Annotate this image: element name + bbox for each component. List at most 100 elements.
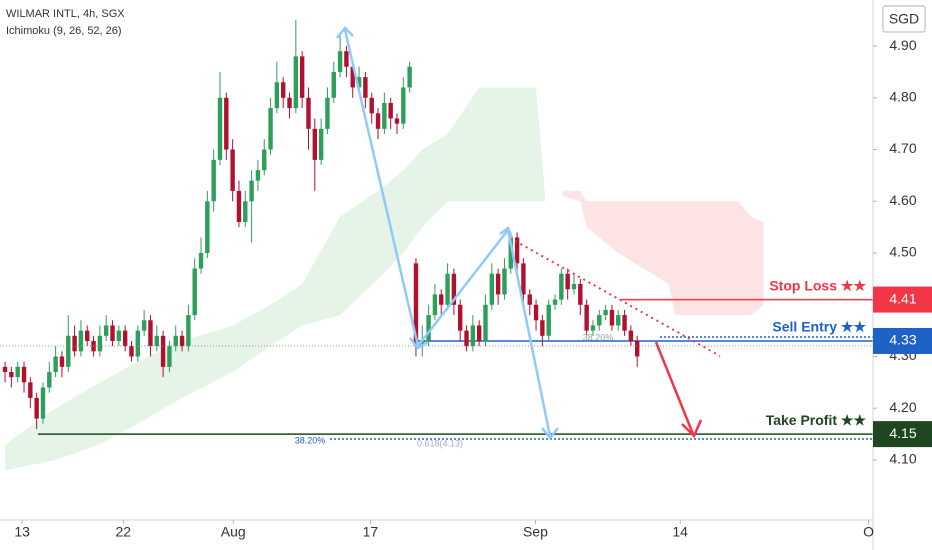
candle-body	[141, 320, 147, 331]
candle-body	[609, 309, 615, 326]
candle-body	[173, 335, 178, 347]
candle-body	[508, 237, 513, 269]
candle-body	[571, 284, 577, 290]
candle-body	[382, 102, 387, 129]
ichimoku-cloud	[5, 87, 546, 471]
candle-body	[53, 356, 58, 373]
target-arrow	[654, 341, 703, 439]
candle-body	[9, 372, 14, 378]
candle-body	[179, 335, 185, 347]
candle-body	[72, 335, 77, 352]
candle-body	[129, 346, 134, 357]
arrow	[343, 29, 420, 347]
y-tick-label: 4.80	[889, 88, 916, 104]
x-tick-label: 14	[672, 524, 688, 540]
candle-body	[350, 66, 355, 88]
candle-body	[78, 330, 84, 352]
candle-body	[2, 366, 8, 373]
candle-body	[299, 56, 305, 98]
candle-body	[167, 346, 172, 367]
candle-body	[578, 284, 583, 305]
currency-box	[882, 5, 926, 33]
candle-body	[293, 56, 299, 109]
level-name: Take Profit ★★	[766, 412, 867, 428]
candle-body	[356, 77, 362, 88]
candle-body	[186, 315, 191, 347]
candle-body	[458, 304, 463, 331]
chart-subtitle: Ichimoku (9, 26, 52, 26)	[6, 25, 122, 37]
candle-body	[407, 66, 412, 88]
fib-label: 38.20%	[583, 332, 614, 342]
candle-body	[363, 77, 368, 98]
candle-body	[394, 118, 400, 124]
candle-body	[527, 294, 532, 305]
arrow	[654, 341, 695, 435]
candle-body	[59, 356, 65, 367]
level-layer: Stop Loss ★★ Sell Entry ★★ Take Profit ★★	[37, 277, 873, 435]
candle-body	[590, 325, 596, 331]
candle-body	[281, 82, 286, 98]
candle-body	[426, 315, 431, 341]
candle-body	[388, 102, 393, 119]
candle-body	[483, 304, 488, 341]
candle-body	[552, 299, 558, 305]
candle-body	[622, 315, 627, 331]
x-tick-label: O	[863, 524, 874, 540]
candle-body	[47, 372, 52, 388]
price-box	[873, 327, 932, 354]
candle-body	[521, 263, 526, 295]
arrow-head	[499, 226, 514, 239]
candle-body	[616, 315, 621, 326]
candle-body	[243, 201, 248, 222]
candle-body	[502, 268, 507, 295]
price-box-layer: 4.41 4.33 4.15	[873, 286, 932, 448]
candle-body	[439, 294, 444, 305]
candle-body	[337, 51, 343, 72]
level-name: Stop Loss ★★	[769, 277, 866, 293]
candle-body	[445, 273, 450, 305]
candle-body	[249, 180, 254, 202]
price-box	[873, 286, 932, 313]
candle-body	[104, 325, 109, 336]
y-tick-label: 4.10	[889, 451, 916, 467]
candle-body	[451, 273, 457, 305]
x-tick-label: Aug	[221, 524, 246, 540]
candle-layer	[2, 20, 640, 429]
candle-body	[217, 97, 223, 160]
swing-arrows	[336, 26, 559, 441]
y-tick-label: 4.50	[889, 244, 916, 260]
candle-body	[401, 87, 406, 124]
candle-body	[198, 253, 204, 269]
candle-body	[135, 330, 141, 357]
candle-body	[603, 309, 608, 316]
candle-body	[318, 128, 324, 160]
y-tick-label: 4.90	[889, 37, 916, 53]
candle-body	[565, 273, 570, 290]
candle-body	[413, 263, 419, 347]
candle-body	[236, 190, 242, 222]
candle-body	[635, 340, 640, 357]
candle-body	[432, 294, 438, 316]
arrow-head	[409, 337, 429, 350]
candle-body	[116, 330, 122, 341]
chart-title: WILMAR INTL, 4h, SGX	[6, 8, 125, 20]
fib-label: 0.618(4.13)	[417, 438, 463, 448]
trend-line	[509, 237, 721, 357]
candle-body	[369, 97, 374, 114]
ichimoku-cloud	[562, 190, 764, 316]
candle-body	[375, 113, 381, 129]
candle-body	[597, 315, 602, 326]
y-tick-label: 4.20	[889, 399, 916, 415]
arrow	[506, 229, 552, 437]
candle-body	[154, 335, 159, 347]
candle-body	[224, 97, 229, 150]
annotation-layer	[0, 26, 873, 441]
candle-body	[211, 159, 216, 202]
candle-body	[540, 320, 545, 336]
arrow	[417, 229, 509, 347]
arrow-head	[541, 427, 559, 441]
candle-body	[584, 304, 589, 331]
candle-body	[192, 268, 197, 316]
x-tick-label: 13	[14, 524, 30, 540]
